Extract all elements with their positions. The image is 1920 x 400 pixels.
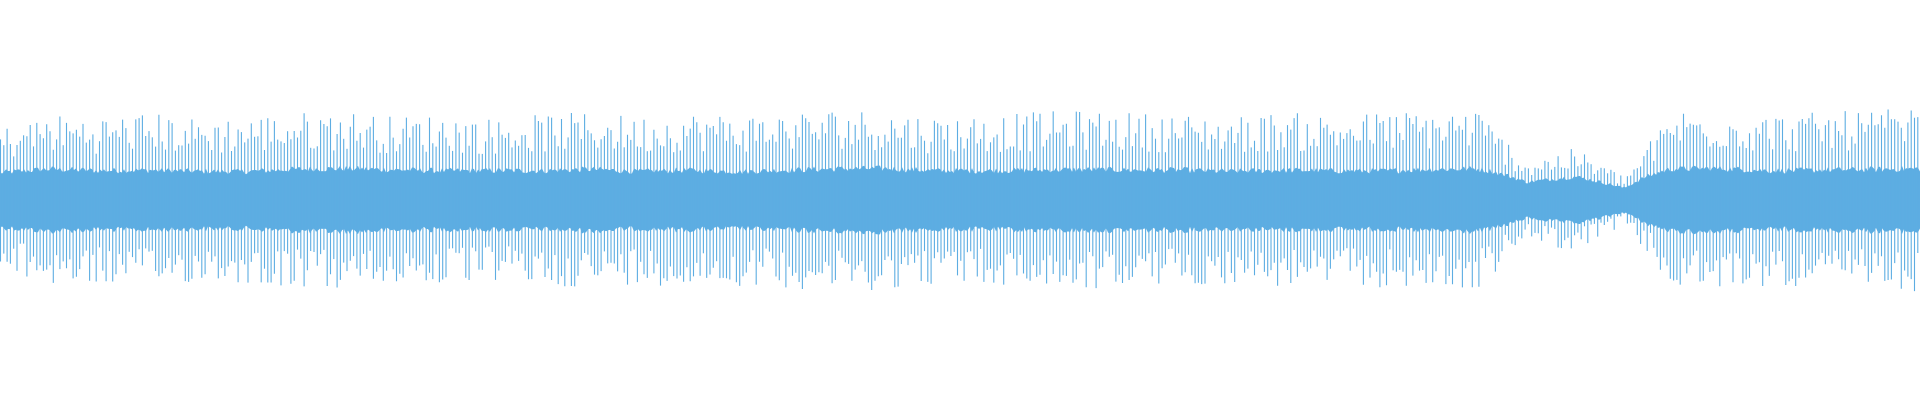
waveform-bars: [0, 109, 1919, 292]
waveform-core-band: [0, 165, 1920, 235]
waveform-core: [0, 165, 1920, 235]
